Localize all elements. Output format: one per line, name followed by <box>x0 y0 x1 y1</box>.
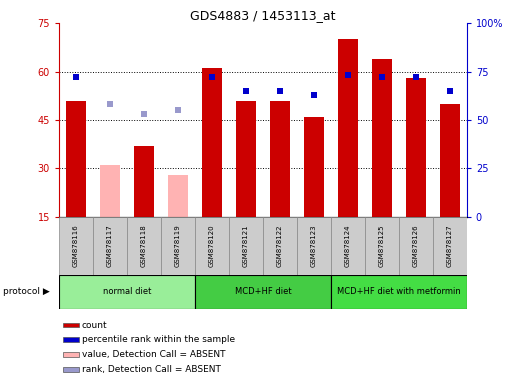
Bar <box>202 68 222 217</box>
Text: GSM878124: GSM878124 <box>345 225 351 267</box>
Text: GSM878120: GSM878120 <box>209 224 215 267</box>
Bar <box>93 217 127 275</box>
Bar <box>134 146 154 217</box>
Text: GSM878116: GSM878116 <box>73 224 79 267</box>
Bar <box>195 275 331 309</box>
Bar <box>127 217 161 275</box>
Text: percentile rank within the sample: percentile rank within the sample <box>82 335 235 344</box>
Text: GSM878121: GSM878121 <box>243 224 249 267</box>
Text: MCD+HF diet: MCD+HF diet <box>234 287 291 296</box>
Bar <box>338 39 358 217</box>
Bar <box>399 217 433 275</box>
Bar <box>161 217 195 275</box>
Text: GSM878127: GSM878127 <box>447 224 453 267</box>
Text: GSM878118: GSM878118 <box>141 224 147 267</box>
Bar <box>59 275 195 309</box>
Text: protocol ▶: protocol ▶ <box>3 287 49 296</box>
Bar <box>263 217 297 275</box>
Bar <box>63 352 79 357</box>
Bar <box>195 217 229 275</box>
Text: normal diet: normal diet <box>103 287 151 296</box>
Bar <box>66 101 86 217</box>
Bar <box>63 323 79 328</box>
Text: GSM878117: GSM878117 <box>107 224 113 267</box>
Bar <box>297 217 331 275</box>
Bar <box>440 104 460 217</box>
Bar <box>270 101 290 217</box>
Text: rank, Detection Call = ABSENT: rank, Detection Call = ABSENT <box>82 365 221 374</box>
Bar <box>229 217 263 275</box>
Bar <box>168 175 188 217</box>
Bar <box>304 117 324 217</box>
Text: GSM878119: GSM878119 <box>175 224 181 267</box>
Title: GDS4883 / 1453113_at: GDS4883 / 1453113_at <box>190 9 336 22</box>
Bar <box>100 165 120 217</box>
Text: MCD+HF diet with metformin: MCD+HF diet with metformin <box>337 287 461 296</box>
Bar <box>433 217 467 275</box>
Text: GSM878123: GSM878123 <box>311 224 317 267</box>
Text: value, Detection Call = ABSENT: value, Detection Call = ABSENT <box>82 350 225 359</box>
Text: GSM878126: GSM878126 <box>413 224 419 267</box>
Bar <box>235 101 256 217</box>
Bar <box>59 217 93 275</box>
Text: GSM878122: GSM878122 <box>277 225 283 267</box>
Bar <box>406 78 426 217</box>
Text: GSM878125: GSM878125 <box>379 225 385 267</box>
Bar <box>365 217 399 275</box>
Bar <box>371 59 392 217</box>
Bar <box>331 275 467 309</box>
Bar <box>63 338 79 342</box>
Bar <box>63 367 79 372</box>
Text: count: count <box>82 321 107 329</box>
Bar <box>331 217 365 275</box>
